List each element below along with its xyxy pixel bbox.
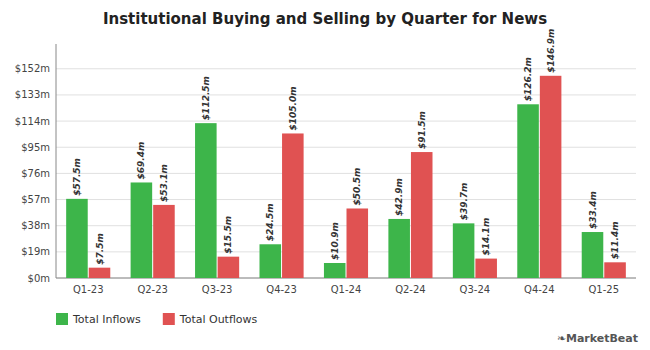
- tick-label: $114m: [15, 116, 50, 127]
- bar: [453, 223, 475, 278]
- annotation: ❧MarketBeat: [557, 332, 638, 345]
- data-label: $91.5m: [417, 111, 427, 149]
- bar: [604, 262, 626, 278]
- data-label: $50.5m: [352, 168, 362, 206]
- bar: [517, 104, 539, 278]
- data-label: $105.0m: [288, 86, 298, 130]
- data-label: $69.4m: [136, 142, 146, 180]
- data-labels: $57.5m $69.4m $112.5m $24.5m $10.9m $42.9m $39…: [72, 29, 620, 265]
- data-label: $39.7m: [459, 182, 469, 220]
- bar: [153, 205, 175, 278]
- legend-label: Total Outflows: [179, 313, 258, 326]
- tick-label: Q1-24: [331, 284, 362, 295]
- tick-label: Q2-24: [395, 284, 426, 295]
- bar: [388, 219, 410, 278]
- tick-label: $76m: [21, 168, 50, 179]
- title: Institutional Buying and Selling by Quar…: [103, 10, 547, 28]
- data-label: $146.9m: [546, 29, 556, 73]
- data-label: $14.1m: [481, 218, 491, 256]
- bar: [195, 123, 217, 278]
- data-label: $42.9m: [394, 178, 404, 216]
- legend: Total Inflows Total Outflows: [56, 313, 258, 326]
- y-axis: $0m $19m $38m $57m $76m $95m $114m $133m $152m: [15, 63, 636, 283]
- bar: [218, 257, 240, 278]
- tick-label: Q2-23: [137, 284, 168, 295]
- bar: [540, 76, 562, 278]
- data-label: $11.4m: [610, 221, 620, 259]
- legend-swatch: [56, 313, 68, 325]
- x-axis: Q1-23 Q2-23 Q3-23 Q4-23 Q1-24 Q2-24 Q3-24 Q4-24…: [73, 284, 619, 295]
- bar: [260, 244, 282, 278]
- tick-label: $0m: [28, 273, 50, 284]
- data-label: $112.5m: [201, 76, 211, 120]
- tick-label: $38m: [21, 220, 50, 231]
- tick-label: $57m: [21, 194, 50, 205]
- bar: [475, 259, 497, 278]
- data-label: $53.1m: [159, 164, 169, 202]
- legend-label: Total Inflows: [72, 313, 141, 326]
- data-label: $10.9m: [330, 222, 340, 260]
- tick-label: Q3-23: [202, 284, 233, 295]
- tick-label: Q4-24: [524, 284, 555, 295]
- tick-label: $152m: [15, 63, 50, 74]
- bar: [66, 199, 88, 278]
- tick-label: Q1-23: [73, 284, 104, 295]
- data-label: $57.5m: [72, 158, 82, 196]
- tick-label: $95m: [21, 142, 50, 153]
- tick-label: Q1-25: [588, 284, 619, 295]
- y-axis-line: [56, 44, 57, 278]
- bar: [582, 232, 604, 278]
- bar: [89, 268, 111, 278]
- chart: Institutional Buying and Selling by Quar…: [0, 0, 650, 350]
- bars: [66, 76, 626, 278]
- legend-swatch: [163, 313, 175, 325]
- data-label: $33.4m: [588, 191, 598, 229]
- bar: [347, 208, 369, 278]
- data-label: $126.2m: [523, 57, 533, 101]
- bar: [324, 263, 346, 278]
- bar: [131, 182, 153, 278]
- tick-label: $133m: [15, 89, 50, 100]
- tick-label: Q3-24: [460, 284, 491, 295]
- data-label: $15.5m: [223, 216, 233, 254]
- tick-label: $19m: [21, 246, 50, 257]
- bar: [282, 133, 304, 278]
- data-label: $24.5m: [265, 203, 275, 241]
- tick-label: Q4-23: [266, 284, 297, 295]
- bar: [411, 152, 433, 278]
- data-label: $7.5m: [95, 233, 105, 265]
